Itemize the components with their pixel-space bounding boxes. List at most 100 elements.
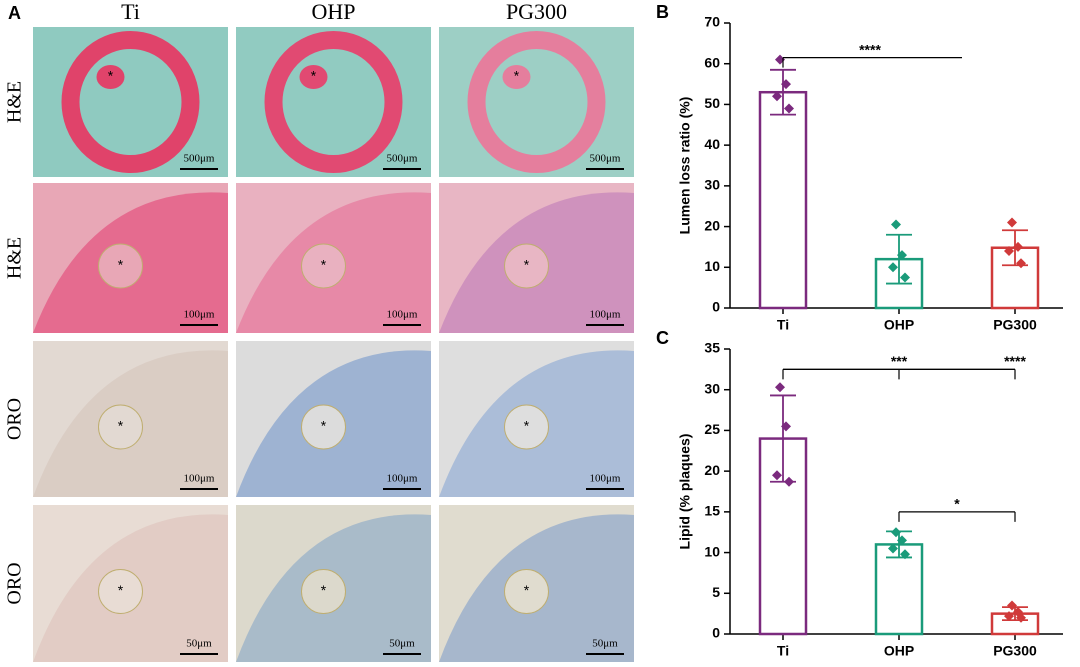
lumen — [504, 569, 549, 614]
lumen-marker: * — [118, 257, 124, 273]
data-point — [891, 219, 901, 230]
plaque — [299, 65, 328, 89]
data-point — [781, 79, 791, 90]
data-point — [772, 470, 782, 481]
x-tick-label: OHP — [884, 643, 914, 659]
lumen — [98, 243, 143, 289]
data-point — [781, 421, 791, 432]
lumen-marker: * — [524, 582, 530, 598]
y-tick-label: 70 — [704, 14, 720, 30]
data-point — [897, 250, 907, 261]
x-tick-label: OHP — [884, 317, 914, 333]
data-point — [1004, 246, 1014, 256]
lumen — [98, 404, 143, 450]
row-label: ORO — [4, 562, 26, 604]
scale-bar-label: 50μm — [186, 638, 212, 650]
error-bar — [770, 68, 796, 116]
scale-bar-label: 50μm — [592, 638, 618, 650]
data-point — [891, 527, 901, 538]
scale-bar-label: 100μm — [387, 473, 418, 485]
significance-label: *** — [891, 353, 908, 369]
lumen-marker: * — [524, 418, 530, 434]
panel-label: A — [8, 3, 21, 23]
column-header: PG300 — [506, 0, 567, 24]
significance-label: **** — [1004, 353, 1026, 369]
scale-bar-label: 500μm — [590, 153, 621, 165]
data-point — [900, 549, 910, 560]
data-point — [1007, 217, 1017, 228]
data-point — [1016, 258, 1026, 269]
lumen-marker: * — [118, 582, 124, 598]
data-point — [897, 535, 907, 546]
plaque — [96, 65, 125, 89]
scale-bar-label: 50μm — [389, 638, 415, 650]
y-tick-label: 5 — [712, 584, 720, 600]
y-axis-label: Lipid (% plaques) — [677, 434, 693, 550]
data-point — [1007, 600, 1017, 611]
data-point — [900, 272, 910, 283]
data-point — [784, 476, 794, 487]
y-tick-label: 20 — [704, 217, 720, 233]
y-tick-label: 60 — [704, 54, 720, 70]
lumen-marker: * — [524, 257, 530, 273]
y-tick-label: 30 — [704, 177, 720, 193]
lumen — [504, 404, 549, 450]
panel-label: B — [656, 2, 669, 22]
x-tick-label: Ti — [777, 643, 789, 659]
panel-label: C — [656, 328, 669, 348]
data-point — [775, 54, 785, 65]
data-point — [1013, 241, 1023, 252]
scale-bar-label: 100μm — [387, 309, 418, 321]
lumen — [98, 569, 143, 614]
y-tick-label: 50 — [704, 95, 720, 111]
y-tick-label: 15 — [704, 503, 720, 519]
y-tick-label: 35 — [704, 340, 720, 356]
significance-label: * — [954, 496, 960, 512]
y-tick-label: 0 — [712, 299, 720, 315]
significance-label: **** — [859, 41, 881, 57]
y-tick-label: 0 — [712, 625, 720, 641]
row-label: H&E — [4, 81, 26, 123]
x-tick-label: PG300 — [993, 643, 1037, 659]
lumen — [504, 243, 549, 289]
x-tick-label: PG300 — [993, 317, 1037, 333]
scale-bar-label: 100μm — [184, 473, 215, 485]
row-label: H&E — [4, 237, 26, 279]
data-point — [888, 262, 898, 273]
scale-bar-label: 500μm — [387, 153, 418, 165]
lumen-marker: * — [514, 68, 520, 84]
y-axis-label: Lumen loss ratio (%) — [677, 97, 693, 235]
scale-bar-label: 500μm — [184, 153, 215, 165]
data-point — [888, 543, 898, 554]
vessel-wall — [264, 31, 403, 173]
data-point — [784, 103, 794, 114]
row-label: ORO — [4, 398, 26, 440]
data-point — [1016, 612, 1026, 623]
column-header: OHP — [311, 0, 355, 24]
y-tick-label: 20 — [704, 462, 720, 478]
lumen-marker: * — [321, 582, 327, 598]
y-tick-label: 25 — [704, 421, 720, 437]
bar — [758, 90, 808, 310]
vessel-wall — [61, 31, 200, 173]
scale-bar-label: 100μm — [184, 309, 215, 321]
y-tick-label: 30 — [704, 380, 720, 396]
lumen-marker: * — [108, 68, 114, 84]
data-point — [772, 91, 782, 102]
y-tick-label: 10 — [704, 258, 720, 274]
data-point — [1004, 611, 1014, 622]
error-bar — [886, 233, 912, 285]
plaque — [502, 65, 531, 89]
lumen — [301, 404, 346, 450]
lumen — [301, 569, 346, 614]
lumen-marker: * — [118, 418, 124, 434]
vessel-wall — [467, 31, 606, 173]
x-tick-label: Ti — [777, 317, 789, 333]
y-tick-label: 40 — [704, 136, 720, 152]
lumen-marker: * — [321, 257, 327, 273]
y-tick-label: 10 — [704, 543, 720, 559]
lumen-marker: * — [311, 68, 317, 84]
lumen-marker: * — [321, 418, 327, 434]
scale-bar-label: 100μm — [590, 309, 621, 321]
